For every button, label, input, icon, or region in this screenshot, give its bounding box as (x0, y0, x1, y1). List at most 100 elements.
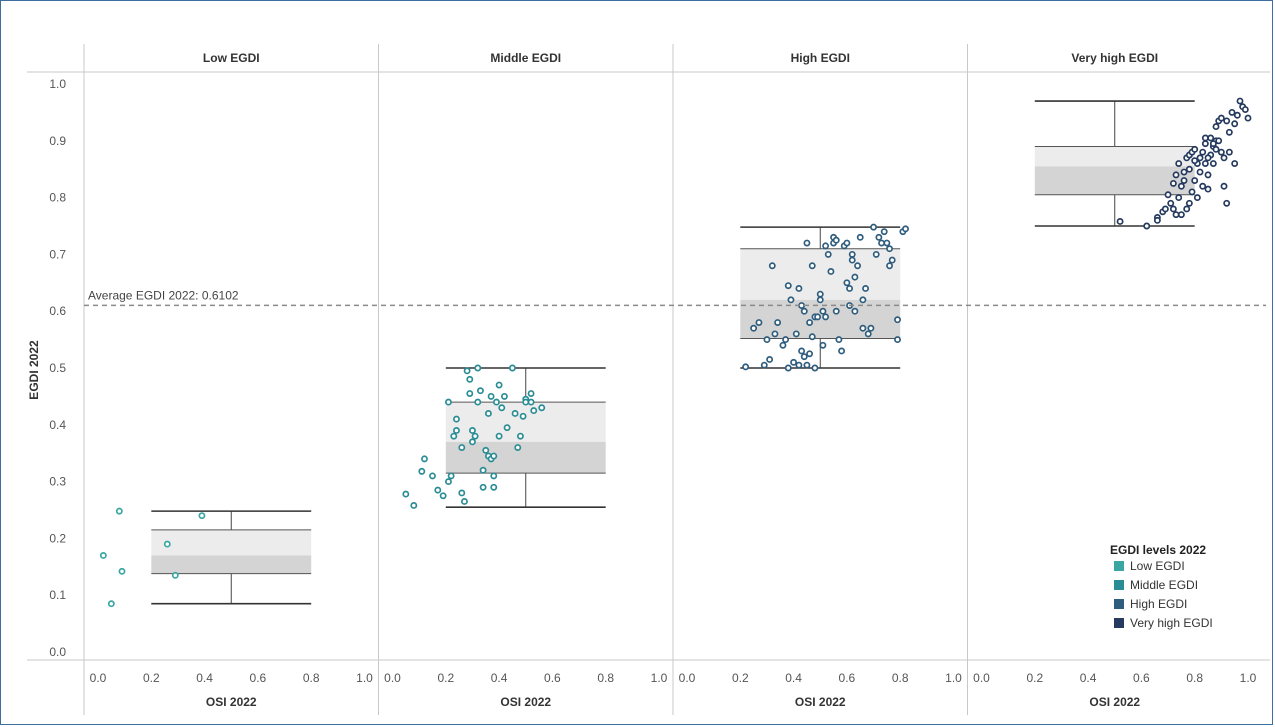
box-lower-quartile (445, 441, 606, 474)
data-point (474, 364, 482, 372)
data-point (490, 452, 498, 460)
data-point (872, 250, 880, 258)
data-point (1223, 199, 1231, 207)
y-tick-label: 0.5 (49, 361, 66, 375)
data-point (816, 296, 824, 304)
y-tick-label: 0.6 (49, 304, 66, 318)
data-point (1233, 111, 1241, 119)
x-tick-label: 0.4 (196, 671, 213, 685)
panel-very-high-egdi: Very high EGDI 0.0 0.2 0.4 0.6 0.8 1.0 OSI 2022 (967, 44, 1257, 715)
data-point (495, 381, 503, 389)
data-point (1199, 182, 1207, 190)
data-point (790, 358, 798, 366)
data-point (1228, 108, 1236, 116)
data-point (503, 424, 511, 432)
data-point (1175, 194, 1183, 202)
data-point (835, 336, 843, 344)
panel-title: Very high EGDI (1071, 51, 1158, 65)
y-tick-label: 0.0 (49, 645, 66, 659)
data-point (402, 490, 410, 498)
x-tick-label: 0.0 (384, 671, 401, 685)
data-point (198, 512, 206, 520)
legend-item-label: Middle EGDI (1130, 578, 1198, 592)
data-point (902, 225, 909, 233)
data-point (1185, 165, 1193, 173)
data-point (434, 486, 442, 494)
data-point (843, 279, 851, 287)
data-point (1167, 199, 1175, 207)
data-point (851, 273, 859, 281)
data-point (894, 336, 901, 344)
data-point (1220, 154, 1228, 162)
data-point (1180, 168, 1188, 176)
x-tick-label: 1.0 (356, 671, 373, 685)
data-point (848, 256, 856, 264)
data-point (1212, 145, 1220, 153)
data-point (447, 472, 455, 480)
data-point (471, 432, 479, 440)
data-point (461, 498, 468, 505)
box-lower-quartile (151, 555, 312, 574)
x-tick-label: 0.2 (143, 671, 160, 685)
data-point (1199, 148, 1207, 156)
average-egdi-label: Average EGDI 2022: 0.6102 (88, 288, 239, 302)
data-point (782, 336, 790, 344)
data-point (495, 432, 503, 440)
x-axis-title: OSI 2022 (206, 695, 257, 709)
panel-middle-egdi: Middle EGDI 0.0 0.2 0.4 0.6 0.8 1.0 OSI 2022 (378, 44, 668, 715)
data-point (803, 239, 811, 247)
data-point (864, 330, 872, 338)
data-point (484, 409, 492, 417)
data-point (1153, 216, 1161, 224)
data-point (479, 466, 487, 474)
data-point (1180, 177, 1188, 185)
data-point (843, 239, 851, 247)
legend-swatch (1114, 561, 1124, 571)
data-point (795, 361, 803, 369)
x-tick-label: 0.0 (679, 671, 696, 685)
panel-high-egdi: High EGDI 0.0 0.2 0.4 0.6 0.8 1.0 OSI 2022 (672, 44, 962, 715)
y-tick-label: 0.2 (49, 531, 66, 545)
data-point (527, 398, 535, 406)
data-point (476, 387, 484, 395)
data-point (867, 324, 875, 332)
data-point (1231, 160, 1239, 167)
data-point (808, 333, 816, 341)
data-point (458, 444, 466, 451)
legend: EGDI levels 2022 Low EGDI Middle EGDI High… (1110, 543, 1213, 630)
data-point (171, 571, 179, 579)
data-point (859, 296, 867, 304)
data-point (511, 409, 519, 417)
data-point (848, 250, 856, 258)
data-point (755, 319, 763, 327)
data-point (763, 336, 771, 344)
data-point (1209, 140, 1217, 148)
data-point (854, 262, 862, 270)
y-tick-label: 0.1 (49, 588, 66, 602)
data-point (469, 427, 476, 434)
data-point (450, 432, 458, 440)
panel-title: High EGDI (791, 51, 850, 65)
data-point (779, 341, 787, 349)
data-point (808, 262, 816, 270)
data-point (466, 390, 474, 398)
data-point (816, 290, 824, 298)
x-tick-label: 0.8 (892, 671, 909, 685)
data-point (862, 285, 870, 292)
data-point (479, 483, 487, 491)
data-point (1209, 160, 1217, 167)
y-axis-title: EGDI 2022 (27, 340, 41, 400)
data-point (522, 398, 530, 406)
data-point (760, 361, 768, 369)
x-tick-label: 0.4 (1080, 671, 1097, 685)
data-point (832, 236, 840, 244)
legend-swatch (1114, 580, 1124, 590)
data-point (827, 267, 835, 275)
x-tick-label: 0.2 (437, 671, 454, 685)
data-point (530, 407, 538, 415)
data-point (1204, 185, 1212, 193)
x-tick-label: 0.0 (973, 671, 990, 685)
data-point (870, 223, 878, 231)
x-tick-label: 0.6 (1133, 671, 1150, 685)
data-point (875, 233, 883, 241)
